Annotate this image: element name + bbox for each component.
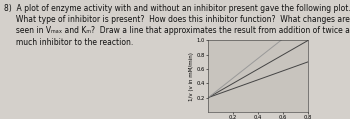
Text: 8)  A plot of enzyme activity with and without an inhibitor present gave the fol: 8) A plot of enzyme activity with and wi…	[4, 4, 350, 47]
Y-axis label: 1/v (v in mM/min): 1/v (v in mM/min)	[189, 52, 194, 101]
